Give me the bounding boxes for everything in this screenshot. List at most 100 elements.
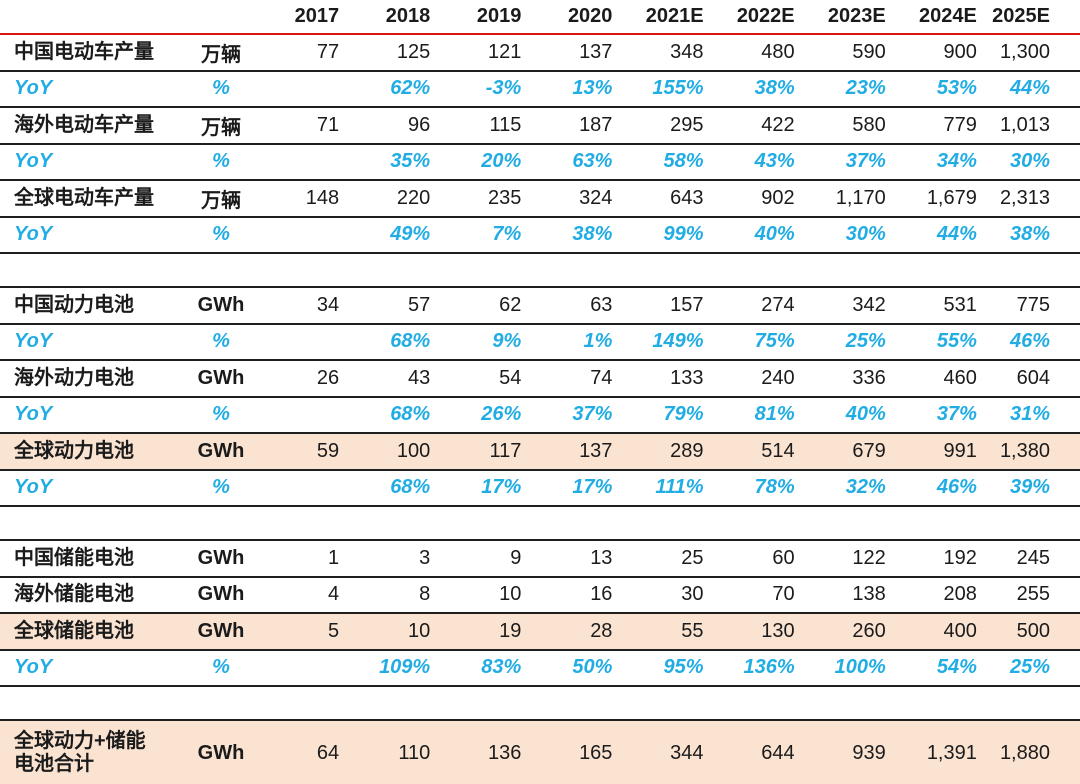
value-cell: 77 xyxy=(260,34,352,72)
value-cell: 46% xyxy=(897,469,989,507)
value-cell: 900 xyxy=(897,34,989,72)
value-cell: 26% xyxy=(442,396,534,434)
row-unit: % xyxy=(182,323,260,361)
table-header-row: 2017 2018 2019 2020 2021E 2022E 2023E 2024E 2025… xyxy=(0,0,1080,35)
column-header: 2019 xyxy=(442,0,534,35)
value-cell: 604 xyxy=(988,360,1080,398)
value-cell: 274 xyxy=(715,287,807,325)
value-cell: 5 xyxy=(260,613,352,651)
table-row: 全球电动车产量 万辆 148 220 235 324 643 902 1,170 1,679 2,3… xyxy=(0,180,1080,218)
value-cell: 260 xyxy=(806,613,898,651)
row-unit: GWh xyxy=(182,540,260,578)
row-label: YoY xyxy=(0,649,182,687)
value-cell: 70 xyxy=(715,576,807,614)
value-cell: 34% xyxy=(897,143,989,181)
value-cell: 137 xyxy=(533,433,625,471)
value-cell: 109% xyxy=(351,649,443,687)
row-label: 海外电动车产量 xyxy=(0,107,182,145)
value-cell: 136 xyxy=(442,720,534,784)
value-cell: 95% xyxy=(624,649,716,687)
value-cell: 187 xyxy=(533,107,625,145)
value-cell: 43 xyxy=(351,360,443,398)
value-cell: 1,300 xyxy=(988,34,1080,72)
table-row: 海外电动车产量 万辆 71 96 115 187 295 422 580 779 1,013 xyxy=(0,107,1080,145)
value-cell: 68% xyxy=(351,323,443,361)
value-cell: 10 xyxy=(442,576,534,614)
value-cell: 192 xyxy=(897,540,989,578)
row-label: 海外动力电池 xyxy=(0,360,182,398)
value-cell: 63% xyxy=(533,143,625,181)
value-cell: -3% xyxy=(442,70,534,108)
value-cell: 289 xyxy=(624,433,716,471)
column-header-empty xyxy=(182,0,260,35)
value-cell: 643 xyxy=(624,180,716,218)
value-cell xyxy=(260,70,352,108)
row-label: 中国储能电池 xyxy=(0,540,182,578)
value-cell xyxy=(260,649,352,687)
spacer-row xyxy=(0,686,1080,721)
value-cell xyxy=(260,469,352,507)
value-cell: 13 xyxy=(533,540,625,578)
table-row: 海外动力电池 GWh 26 43 54 74 133 240 336 460 604 xyxy=(0,360,1080,398)
table-row: 全球储能电池 GWh 5 10 19 28 55 130 260 400 500 xyxy=(0,613,1080,651)
value-cell: 1,170 xyxy=(806,180,898,218)
row-label: 中国电动车产量 xyxy=(0,34,182,72)
value-cell: 115 xyxy=(442,107,534,145)
value-cell xyxy=(260,143,352,181)
value-cell: 149% xyxy=(624,323,716,361)
value-cell: 60 xyxy=(715,540,807,578)
row-unit: GWh xyxy=(182,576,260,614)
value-cell: 20% xyxy=(442,143,534,181)
value-cell: 96 xyxy=(351,107,443,145)
value-cell: 9 xyxy=(442,540,534,578)
value-cell: 71 xyxy=(260,107,352,145)
row-label: 海外储能电池 xyxy=(0,576,182,614)
row-unit: 万辆 xyxy=(182,180,260,218)
value-cell xyxy=(260,216,352,254)
row-unit: % xyxy=(182,469,260,507)
value-cell: 779 xyxy=(897,107,989,145)
value-cell: 137 xyxy=(533,34,625,72)
row-unit: GWh xyxy=(182,720,260,784)
spacer-cell xyxy=(0,253,1080,288)
value-cell: 46% xyxy=(988,323,1080,361)
column-header: 2024E xyxy=(897,0,989,35)
value-cell: 28 xyxy=(533,613,625,651)
value-cell: 344 xyxy=(624,720,716,784)
value-cell: 17% xyxy=(442,469,534,507)
value-cell: 55% xyxy=(897,323,989,361)
value-cell: 679 xyxy=(806,433,898,471)
value-cell: 53% xyxy=(897,70,989,108)
row-label: 中国动力电池 xyxy=(0,287,182,325)
value-cell: 939 xyxy=(806,720,898,784)
value-cell: 122 xyxy=(806,540,898,578)
row-label: YoY xyxy=(0,323,182,361)
value-cell: 25% xyxy=(988,649,1080,687)
row-unit: % xyxy=(182,396,260,434)
value-cell: 531 xyxy=(897,287,989,325)
value-cell: 514 xyxy=(715,433,807,471)
row-unit: 万辆 xyxy=(182,34,260,72)
value-cell: 44% xyxy=(988,70,1080,108)
value-cell: 110 xyxy=(351,720,443,784)
table-row: YoY% 68% 26% 37% 79% 81% 40% 37% 31% xyxy=(0,396,1080,434)
row-unit: GWh xyxy=(182,360,260,398)
row-label: YoY xyxy=(0,396,182,434)
value-cell: 245 xyxy=(988,540,1080,578)
row-label: 全球储能电池 xyxy=(0,613,182,651)
value-cell: 125 xyxy=(351,34,443,72)
value-cell: 121 xyxy=(442,34,534,72)
value-cell: 16 xyxy=(533,576,625,614)
value-cell: 19 xyxy=(442,613,534,651)
row-unit: GWh xyxy=(182,287,260,325)
value-cell: 1 xyxy=(260,540,352,578)
value-cell: 58% xyxy=(624,143,716,181)
value-cell xyxy=(260,396,352,434)
row-label: YoY xyxy=(0,70,182,108)
value-cell: 99% xyxy=(624,216,716,254)
table-row: 全球动力电池 GWh 59 100 117 137 289 514 679 991 1,380 xyxy=(0,433,1080,471)
table-body: 中国电动车产量 万辆 77 125 121 137 348 480 590 900 1,300 YoY… xyxy=(0,34,1080,784)
value-cell: 59 xyxy=(260,433,352,471)
value-cell: 1,013 xyxy=(988,107,1080,145)
